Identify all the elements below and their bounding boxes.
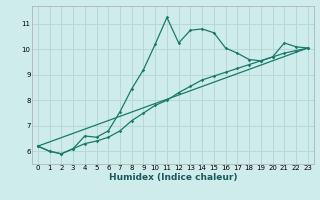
X-axis label: Humidex (Indice chaleur): Humidex (Indice chaleur) [108, 173, 237, 182]
